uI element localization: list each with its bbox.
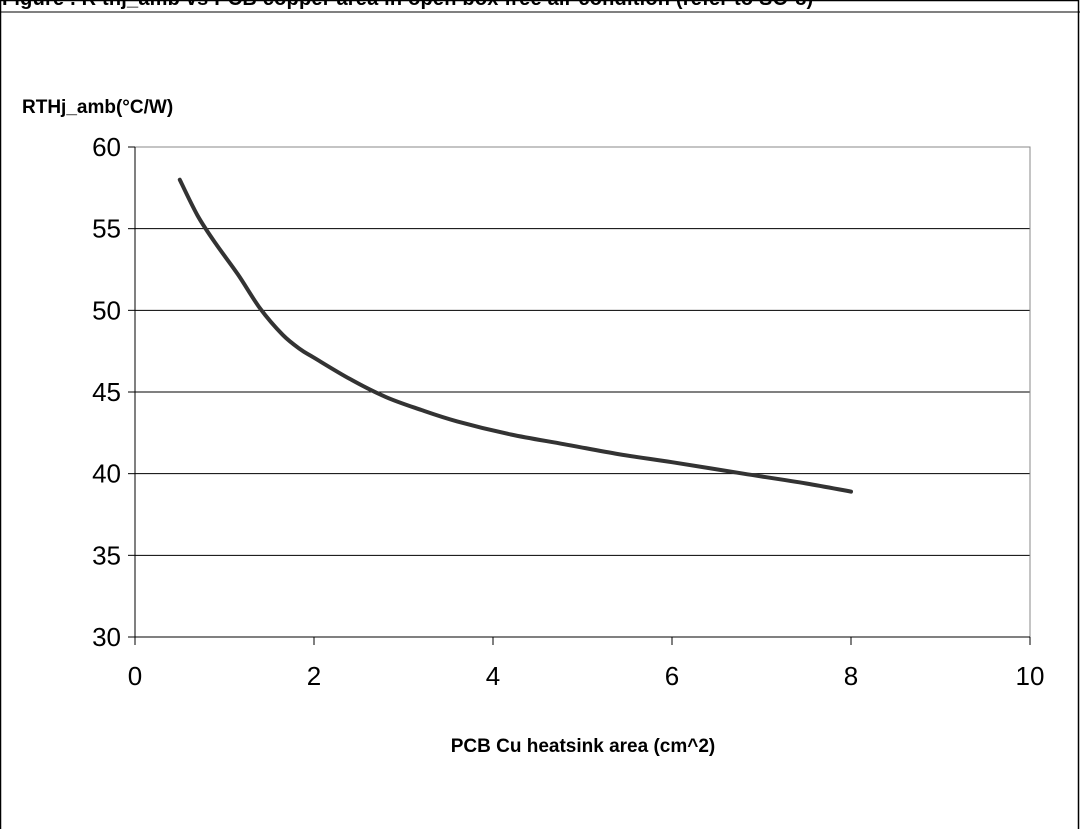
- y-tick-label-30: 30: [92, 622, 121, 652]
- x-tick-label-4: 4: [486, 661, 500, 691]
- grid-lines: [135, 146, 1030, 556]
- x-tick-label-0: 0: [128, 661, 142, 691]
- series-line: [177, 177, 853, 494]
- y-tick-label-55: 55: [92, 214, 121, 244]
- figure-caption-strip: Figure . R thj_amb vs PCB copper area in…: [0, 0, 1080, 14]
- y-tick-label-50: 50: [92, 295, 121, 325]
- x-tick-label-10: 10: [1016, 661, 1045, 691]
- y-tick-label-35: 35: [92, 540, 121, 570]
- y-tick-label-40: 40: [92, 459, 121, 489]
- y-axis-label: RTHj_amb(°C/W): [22, 97, 173, 118]
- x-tick-label-8: 8: [844, 661, 858, 691]
- y-tick-label-45: 45: [92, 377, 121, 407]
- y-axis-ticks: 30 35 40 45 50 55 60: [92, 132, 135, 652]
- y-tick-label-60: 60: [92, 132, 121, 162]
- x-axis-label: PCB Cu heatsink area (cm^2): [451, 736, 716, 757]
- x-tick-label-2: 2: [307, 661, 321, 691]
- x-axis-ticks: 0 2 4 6 8 10: [128, 637, 1045, 691]
- x-tick-label-6: 6: [665, 661, 679, 691]
- figure-caption: Figure . R thj_amb vs PCB copper area in…: [2, 0, 813, 11]
